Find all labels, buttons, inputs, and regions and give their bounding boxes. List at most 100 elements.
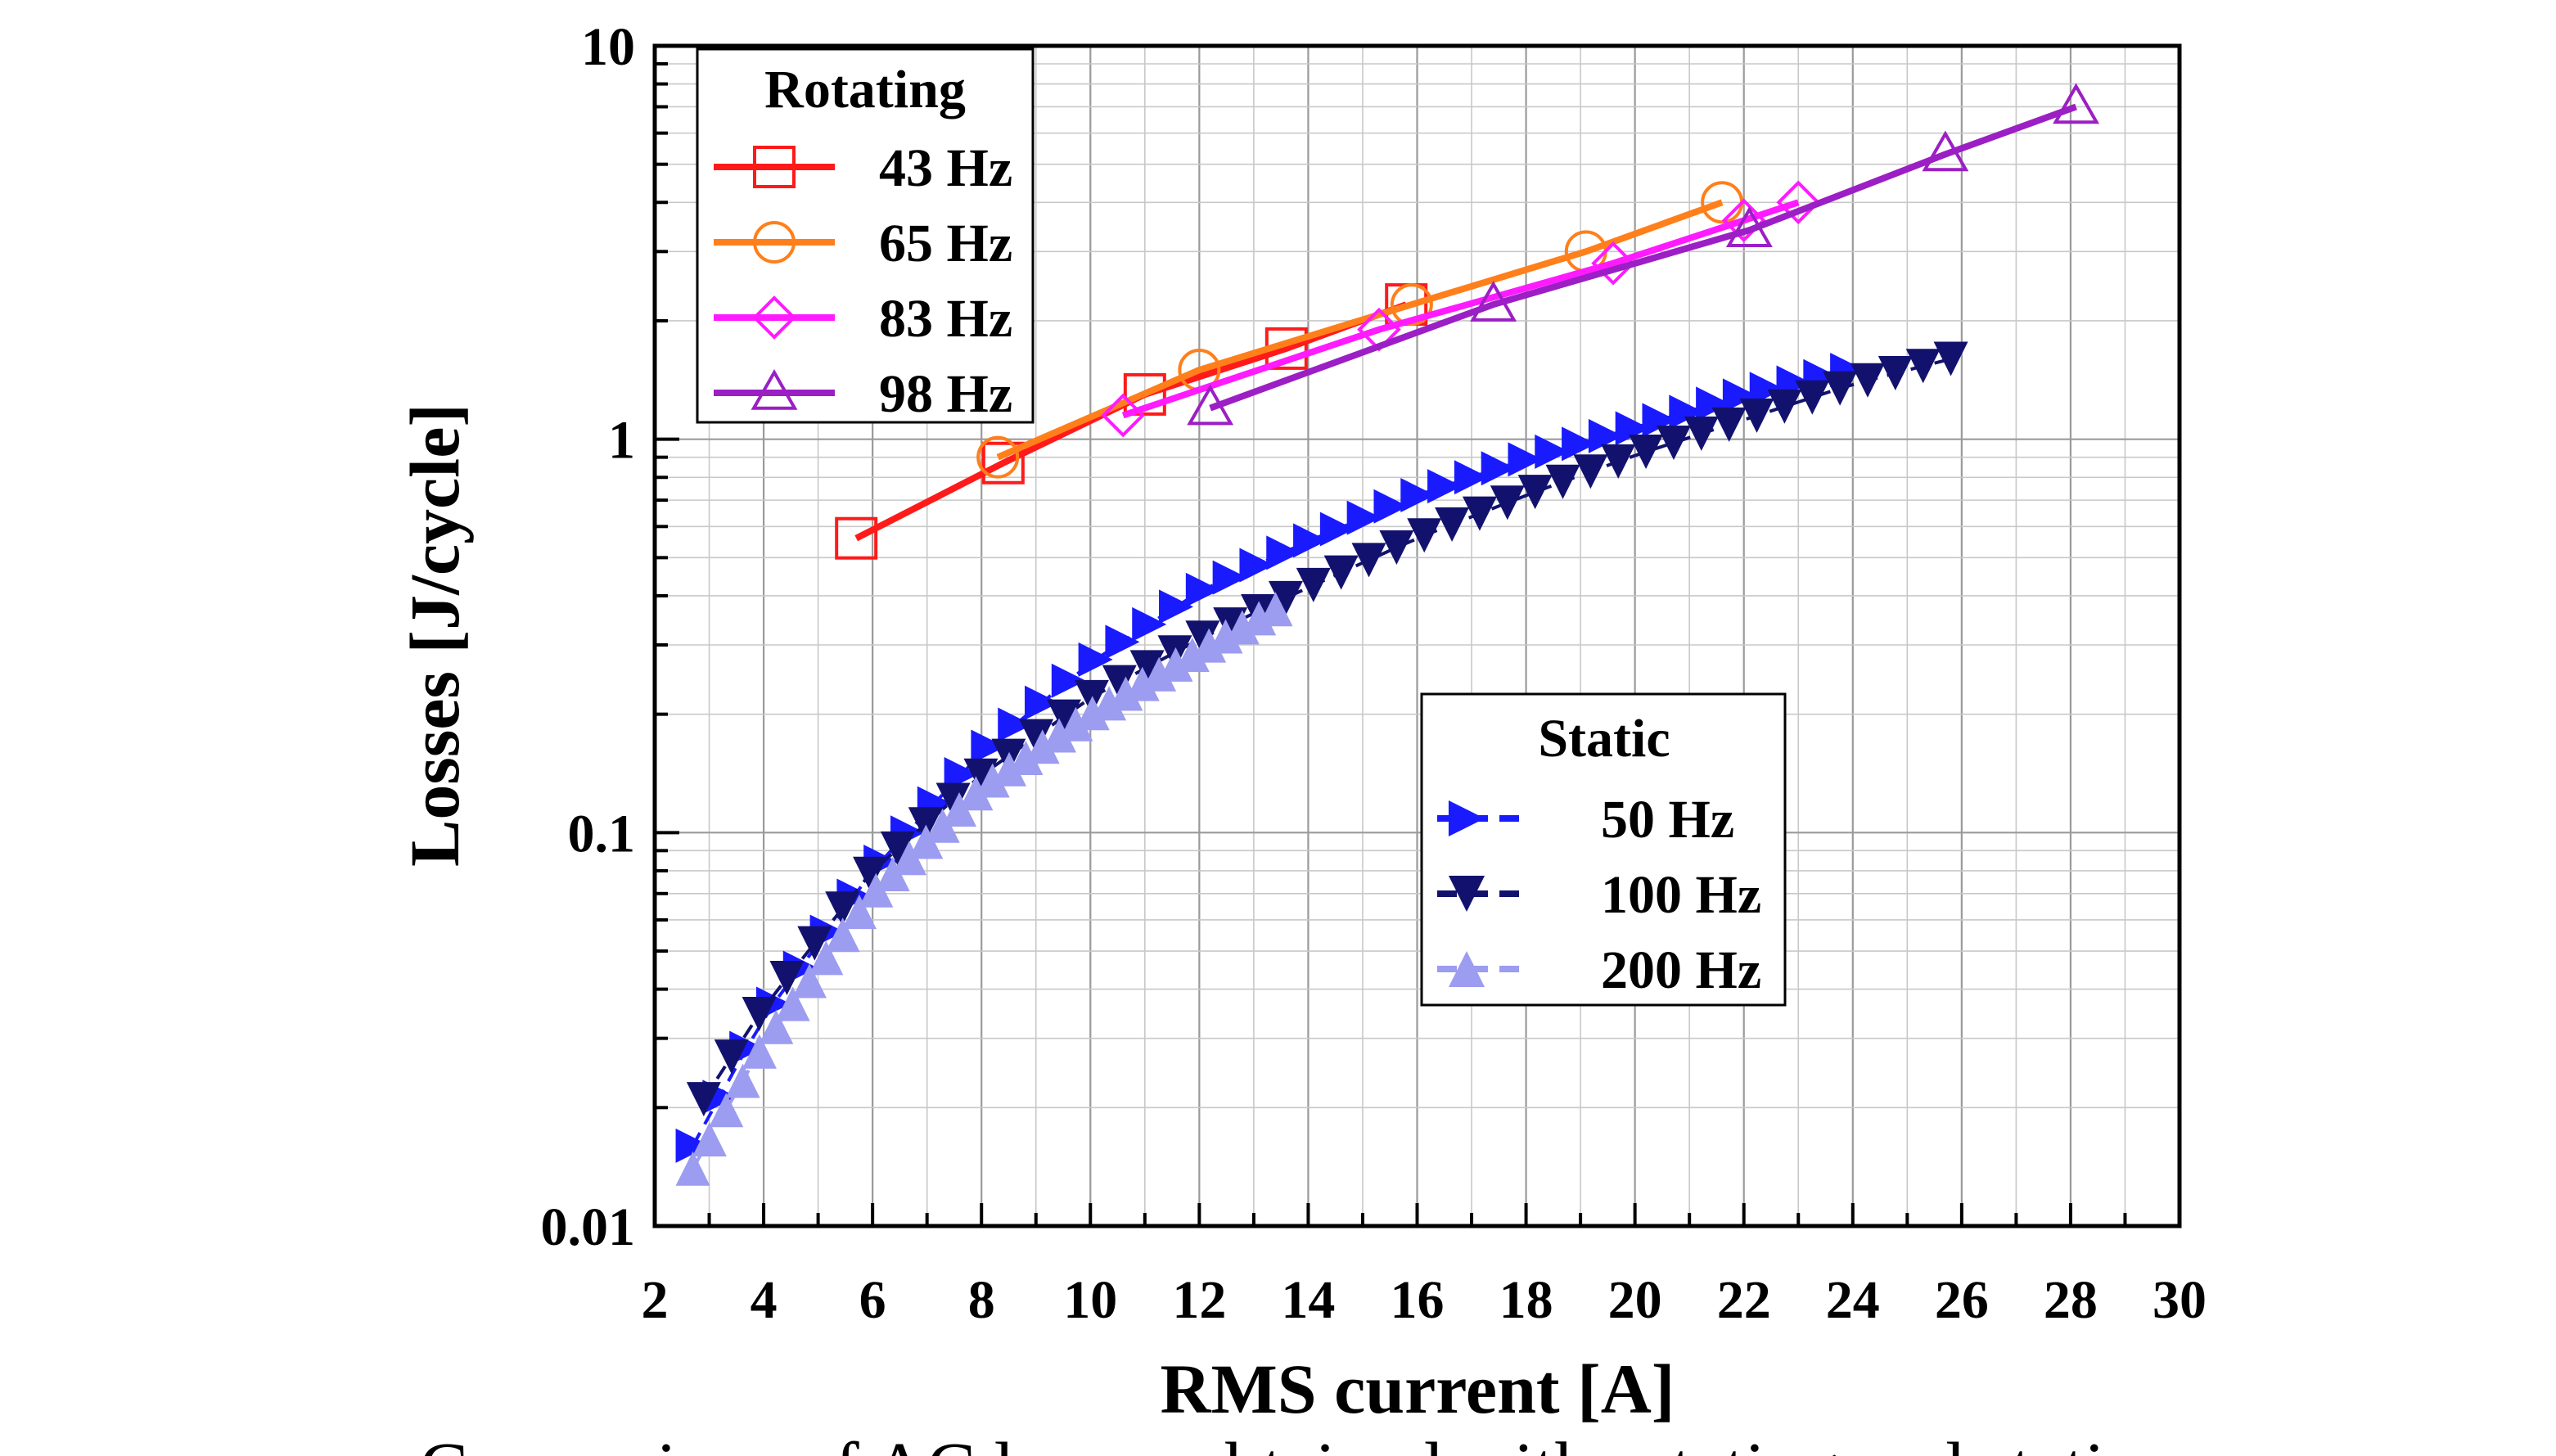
series-line bbox=[1209, 103, 2077, 412]
x-tick-label: 6 bbox=[859, 1270, 886, 1330]
data-point bbox=[2053, 83, 2100, 124]
series-83-hz bbox=[1101, 180, 1821, 438]
data-point bbox=[1776, 180, 1821, 225]
data-point bbox=[1008, 740, 1044, 775]
data-point bbox=[1074, 679, 1109, 714]
x-tick-label: 26 bbox=[1935, 1270, 1989, 1330]
data-point bbox=[1159, 589, 1194, 624]
y-tick-label: 0.01 bbox=[541, 1197, 636, 1257]
axes bbox=[652, 43, 2182, 1228]
data-point bbox=[1174, 638, 1210, 673]
legend-marker bbox=[1448, 950, 1485, 988]
data-point bbox=[971, 729, 1006, 764]
data-point bbox=[1185, 572, 1220, 607]
data-point bbox=[1462, 496, 1497, 531]
data-point bbox=[1158, 647, 1193, 682]
data-point bbox=[1101, 393, 1146, 438]
legend-entry: 98 Hz bbox=[714, 364, 1012, 424]
data-point bbox=[998, 707, 1033, 742]
data-point bbox=[1490, 485, 1525, 521]
legend-marker bbox=[752, 295, 796, 340]
x-tick-label: 2 bbox=[642, 1270, 669, 1330]
series-line bbox=[691, 607, 1277, 1170]
x-tick-label: 14 bbox=[1281, 1270, 1335, 1330]
data-point bbox=[1293, 523, 1328, 558]
data-point bbox=[1933, 341, 1968, 376]
data-point bbox=[1562, 426, 1597, 462]
data-point bbox=[675, 1151, 710, 1186]
x-tick-label: 8 bbox=[968, 1270, 995, 1330]
data-point bbox=[692, 1122, 727, 1157]
data-point bbox=[797, 926, 832, 961]
legend-label: 83 Hz bbox=[879, 289, 1012, 349]
legend-label: 43 Hz bbox=[879, 138, 1012, 198]
legend-entry: 200 Hz bbox=[1437, 940, 1761, 1000]
data-point bbox=[1795, 380, 1830, 415]
series-200-hz bbox=[675, 592, 1293, 1186]
data-point bbox=[714, 1039, 749, 1075]
data-point bbox=[1711, 407, 1747, 442]
data-point bbox=[1535, 434, 1570, 469]
legend-rotating-title: Rotating bbox=[764, 60, 966, 119]
x-tick-label: 12 bbox=[1172, 1270, 1226, 1330]
data-point bbox=[1629, 434, 1664, 469]
data-point bbox=[725, 1063, 760, 1098]
data-point bbox=[1047, 699, 1082, 734]
y-tick-label: 1 bbox=[608, 411, 635, 471]
data-point bbox=[1390, 283, 1433, 327]
x-tick-label: 16 bbox=[1391, 1270, 1445, 1330]
y-tick-label: 0.1 bbox=[568, 804, 636, 863]
legend-entry: 83 Hz bbox=[714, 289, 1012, 349]
legend-entry: 65 Hz bbox=[714, 214, 1012, 273]
data-point bbox=[1213, 607, 1248, 642]
x-tick-label: 18 bbox=[1499, 1270, 1553, 1330]
data-point bbox=[1123, 372, 1166, 416]
data-point bbox=[1266, 535, 1301, 570]
series-98-hz bbox=[1187, 83, 2100, 426]
data-point bbox=[1373, 489, 1409, 524]
legend-entry: 50 Hz bbox=[1437, 790, 1734, 850]
data-point bbox=[1208, 619, 1243, 654]
data-point bbox=[880, 831, 915, 866]
legend-marker bbox=[753, 221, 796, 264]
data-point bbox=[935, 782, 971, 818]
data-point bbox=[1224, 610, 1260, 645]
data-point bbox=[1192, 628, 1227, 663]
data-point bbox=[981, 441, 1025, 485]
x-tick-label: 30 bbox=[2153, 1270, 2207, 1330]
data-point bbox=[835, 516, 878, 560]
data-point bbox=[1125, 666, 1160, 701]
x-tick-label: 20 bbox=[1608, 1270, 1662, 1330]
data-point bbox=[1517, 475, 1553, 510]
data-point bbox=[1019, 719, 1054, 754]
data-point bbox=[1739, 398, 1774, 433]
data-point bbox=[1696, 386, 1731, 421]
x-tick-label: 22 bbox=[1717, 1270, 1771, 1330]
legend-marker bbox=[1448, 875, 1485, 913]
data-point bbox=[1132, 606, 1167, 642]
data-point bbox=[1850, 363, 1885, 398]
data-point bbox=[1588, 418, 1623, 453]
data-point bbox=[1239, 548, 1274, 583]
data-point bbox=[963, 758, 999, 793]
data-point bbox=[1346, 500, 1382, 535]
data-point bbox=[1721, 198, 1766, 243]
y-axis-title: Losses [J/cycle] bbox=[395, 403, 474, 867]
legend-label: 65 Hz bbox=[879, 214, 1012, 273]
data-point bbox=[1078, 642, 1113, 677]
data-point bbox=[1767, 389, 1802, 424]
data-point bbox=[975, 763, 1010, 798]
figure-caption: Comparison of AC losses obtained with ro… bbox=[419, 1428, 2138, 1456]
data-point bbox=[809, 940, 844, 976]
legend-marker bbox=[751, 368, 798, 410]
data-point bbox=[1025, 729, 1060, 764]
data-point bbox=[1296, 567, 1331, 602]
series-line bbox=[996, 199, 1724, 461]
data-point bbox=[1102, 665, 1137, 700]
legend-static-box bbox=[1420, 692, 1787, 1007]
data-point bbox=[976, 435, 1020, 479]
series-100-hz bbox=[686, 341, 1968, 1117]
data-point bbox=[853, 856, 888, 891]
data-point bbox=[1185, 620, 1220, 656]
